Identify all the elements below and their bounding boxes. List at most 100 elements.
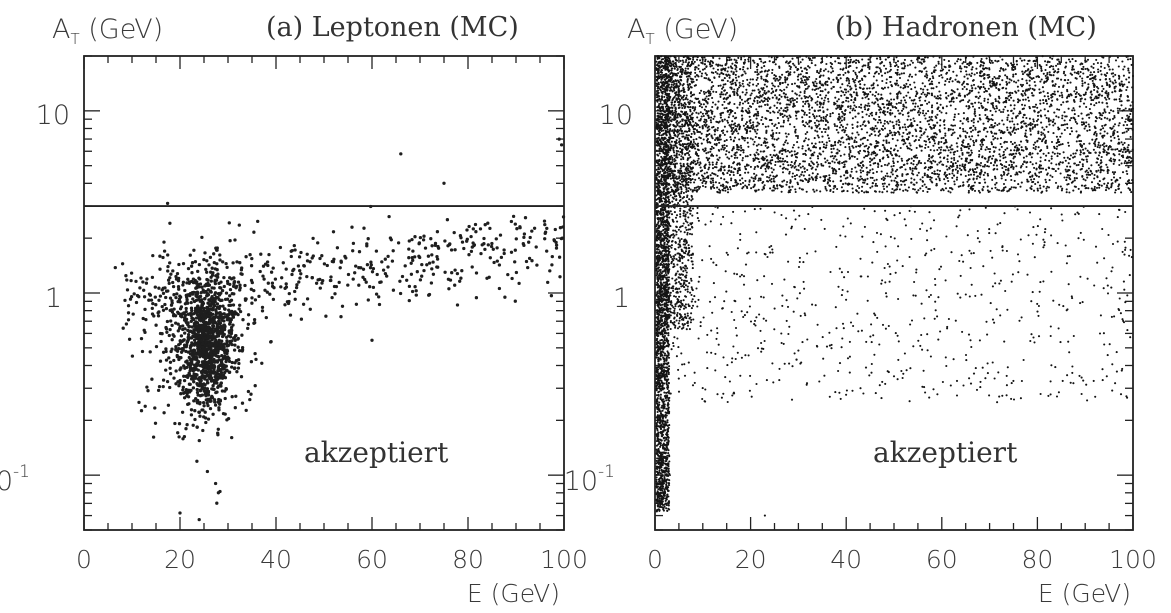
scatter-point — [290, 272, 294, 277]
scatter-point — [657, 217, 660, 220]
scatter-point — [660, 177, 663, 180]
scatter-point — [279, 285, 283, 289]
scatter-point — [190, 308, 194, 313]
scatter-point — [220, 312, 224, 316]
scatter-point — [659, 163, 662, 167]
scatter-point — [153, 406, 157, 410]
scatter-point — [667, 223, 671, 226]
scatter-point — [680, 102, 683, 105]
scatter-point — [184, 317, 189, 322]
scatter-point — [522, 232, 527, 236]
scatter-point — [659, 262, 662, 265]
scatter-point — [657, 315, 660, 318]
scatter-point — [554, 243, 559, 247]
scatter-point — [381, 268, 386, 272]
scatter-point — [661, 435, 664, 438]
scatter-point — [208, 255, 213, 260]
scatter-point — [657, 159, 660, 162]
scatter-point — [420, 274, 424, 278]
scatter-point — [664, 332, 668, 335]
scatter-point — [663, 266, 666, 269]
scatter-point — [659, 491, 662, 494]
scatter-point — [659, 307, 662, 310]
scatter-point — [514, 270, 519, 275]
scatter-point — [232, 348, 237, 352]
scatter-point — [215, 501, 219, 505]
scatter-point — [513, 222, 517, 226]
scatter-point — [215, 375, 219, 380]
scatter-point — [215, 390, 219, 394]
scatter-point — [664, 89, 667, 92]
scatter-point — [210, 266, 214, 270]
scatter-point — [222, 315, 226, 320]
scatter-point — [236, 366, 241, 370]
scatter-point — [198, 402, 202, 406]
scatter-point — [659, 109, 662, 112]
scatter-point — [662, 357, 665, 360]
scatter-point — [502, 251, 506, 256]
scatter-point — [417, 254, 421, 258]
scatter-point — [470, 265, 474, 269]
scatter-point — [142, 295, 147, 299]
scatter-point — [667, 295, 670, 298]
scatter-point — [244, 255, 248, 259]
scatter-point — [658, 201, 661, 204]
scatter-point — [667, 368, 670, 371]
scatter-point — [663, 243, 666, 246]
scatter-point — [659, 318, 662, 322]
scatter-point — [220, 353, 224, 358]
scatter-point — [204, 374, 208, 379]
scatter-point — [190, 359, 194, 364]
scatter-point — [354, 264, 358, 268]
scatter-point — [298, 276, 302, 280]
scatter-point — [663, 360, 666, 363]
scatter-point — [230, 365, 234, 369]
scatter-point — [166, 403, 171, 407]
scatter-point — [165, 379, 170, 384]
scatter-point — [687, 251, 690, 254]
scatter-point — [675, 230, 678, 233]
scatter-point — [185, 298, 189, 302]
scatter-point — [658, 408, 661, 411]
scatter-point — [221, 304, 225, 308]
scatter-point — [672, 236, 675, 239]
scatter-point — [407, 247, 411, 251]
scatter-point — [337, 280, 341, 285]
scatter-point — [662, 108, 665, 111]
scatter-point — [656, 414, 659, 417]
scatter-point — [682, 191, 685, 194]
scatter-point — [656, 172, 659, 175]
scatter-point — [658, 409, 661, 413]
scatter-point — [665, 339, 668, 342]
scatter-point — [138, 286, 142, 290]
scatter-point — [217, 384, 221, 388]
scatter-point — [187, 355, 191, 360]
scatter-point — [655, 67, 658, 70]
scatter-point — [667, 334, 670, 337]
scatter-point — [249, 278, 254, 283]
scatter-point — [177, 287, 181, 291]
scatter-point — [213, 481, 218, 486]
scatter-point — [655, 298, 659, 301]
scatter-point — [657, 56, 661, 59]
scatter-point — [667, 436, 670, 439]
scatter-point — [684, 303, 687, 306]
scatter-point — [661, 458, 665, 461]
scatter-point — [151, 301, 155, 306]
scatter-point — [678, 199, 681, 202]
scatter-point — [208, 341, 213, 346]
scatter-point — [663, 263, 666, 267]
scatter-point — [442, 181, 446, 185]
scatter-point — [670, 213, 674, 216]
scatter-point — [253, 384, 257, 388]
scatter-point — [283, 286, 287, 291]
scatter-point — [659, 194, 662, 198]
scatter-point — [662, 258, 665, 261]
scatter-point — [666, 328, 669, 331]
scatter-point — [126, 318, 131, 322]
scatter-point — [400, 274, 405, 279]
scatter-point — [661, 409, 664, 412]
scatter-point — [174, 277, 179, 281]
panel-b-y-axis-label: AT (GeV) — [627, 14, 738, 48]
scatter-point — [666, 509, 669, 512]
